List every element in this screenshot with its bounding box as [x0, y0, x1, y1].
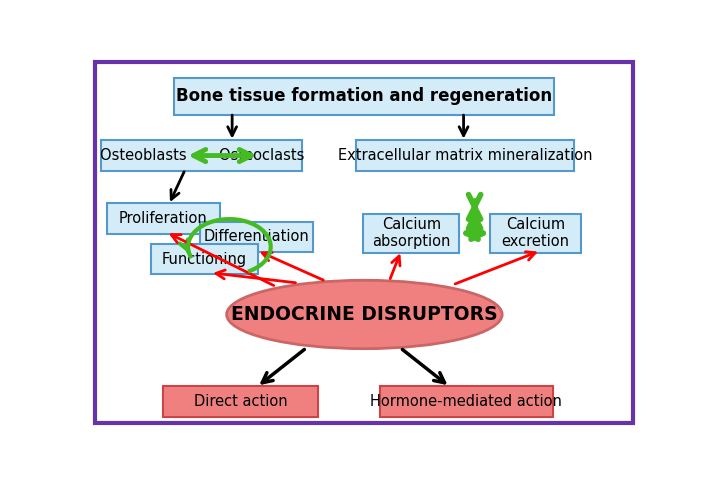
Text: Proliferation: Proliferation — [119, 211, 208, 226]
FancyBboxPatch shape — [356, 140, 574, 171]
Text: Differentiation: Differentiation — [204, 229, 310, 244]
Text: ENDOCRINE DISRUPTORS: ENDOCRINE DISRUPTORS — [231, 305, 498, 324]
Text: Direct action: Direct action — [193, 394, 287, 409]
FancyBboxPatch shape — [174, 78, 555, 115]
Text: Extracellular matrix mineralization: Extracellular matrix mineralization — [338, 148, 592, 163]
Text: Bone tissue formation and regeneration: Bone tissue formation and regeneration — [176, 87, 552, 106]
Text: Calcium
absorption: Calcium absorption — [372, 217, 450, 250]
FancyBboxPatch shape — [363, 214, 459, 252]
FancyBboxPatch shape — [107, 203, 220, 234]
FancyBboxPatch shape — [164, 385, 318, 417]
Ellipse shape — [227, 280, 502, 348]
FancyBboxPatch shape — [151, 244, 258, 274]
Text: Functioning: Functioning — [162, 252, 247, 266]
FancyBboxPatch shape — [490, 214, 581, 252]
Text: Hormone-mediated action: Hormone-mediated action — [370, 394, 562, 409]
FancyBboxPatch shape — [380, 385, 553, 417]
FancyBboxPatch shape — [201, 222, 314, 252]
Text: Osteoblasts       Osteoclasts: Osteoblasts Osteoclasts — [100, 148, 304, 163]
Text: Calcium
excretion: Calcium excretion — [501, 217, 570, 250]
FancyBboxPatch shape — [101, 140, 302, 171]
